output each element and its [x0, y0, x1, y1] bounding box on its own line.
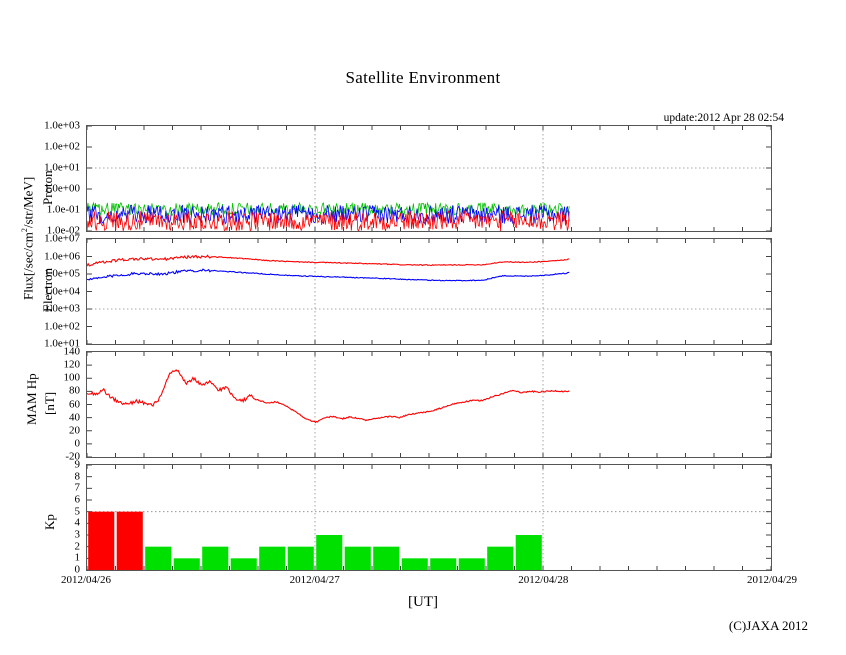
proton-flux-chart: [87, 126, 771, 231]
mam-hp-axis-caption: MAM Hp: [24, 373, 39, 425]
proton-y-tick: 1.0e+01: [44, 161, 80, 174]
x-axis-tick-labels: 2012/04/26 2012/04/27 2012/04/28 2012/04/29: [0, 574, 846, 590]
kp-y-tick: 3: [74, 528, 81, 541]
electron-y-tick: 1.0e+06: [44, 250, 80, 262]
proton-y-tick: 1.0e-01: [46, 203, 80, 216]
mam-y-tick: 0: [74, 437, 81, 450]
kp-bar: [173, 558, 200, 570]
flux-axis-caption: Flux[/sec/cm2/str/MeV]: [20, 176, 36, 300]
kp-index-chart: [87, 465, 771, 570]
proton-axis-caption: Proton: [40, 170, 55, 205]
electron-y-tick: 1.0e+05: [44, 267, 80, 280]
x-axis-tick: 2012/04/29: [746, 574, 798, 586]
kp-y-tick: 7: [74, 481, 81, 494]
kp-bar: [116, 511, 143, 570]
electron-y-tick: 1.0e+07: [44, 232, 80, 245]
kp-bar: [515, 535, 542, 570]
kp-y-tick: 8: [74, 470, 81, 483]
mam-hp-chart: [87, 352, 771, 457]
kp-y-tick: 5: [74, 505, 81, 518]
mam-y-tick: 140: [63, 345, 81, 358]
copyright-notice: (C)JAXA 2012: [728, 618, 808, 633]
x-axis-tick: 2012/04/28: [518, 574, 569, 586]
electron-flux-panel: [86, 238, 772, 345]
electron-y-tick: 1.0e+03: [44, 302, 80, 315]
x-axis-tick: 2012/04/27: [289, 574, 340, 586]
series-electron-red: [87, 254, 570, 267]
kp-bar: [316, 535, 343, 570]
x-axis-tick: 2012/04/26: [60, 574, 112, 586]
kp-y-tick: 0: [74, 563, 81, 576]
mam-y-tick: 80: [69, 384, 80, 397]
kp-index-panel: [86, 464, 772, 571]
mam-hp-y-axis-labels: 140 120 100 80 60 40 20 0 -20: [4, 346, 81, 462]
mam-y-tick: -20: [65, 450, 80, 463]
kp-y-tick: 9: [74, 458, 81, 471]
electron-y-axis-labels: 1.0e+07 1.0e+06 1.0e+05 1.0e+04 1.0e+03 1.0e+…: [4, 233, 80, 349]
kp-bar: [202, 546, 229, 570]
proton-y-tick: 1.0e-02: [46, 224, 80, 237]
electron-y-tick: 1.0e+04: [44, 285, 80, 297]
mam-y-tick: 20: [69, 424, 80, 437]
series-proton-red: [87, 210, 570, 231]
mam-hp-panel: [86, 351, 772, 458]
mam-y-tick: 40: [69, 411, 80, 424]
mam-y-tick: 120: [63, 358, 81, 371]
electron-y-tick: 1.0e+02: [44, 320, 80, 332]
series-mam-hp: [87, 369, 570, 424]
mam-y-tick: 60: [69, 398, 80, 410]
proton-y-tick: 1.0e+00: [44, 182, 80, 195]
proton-y-axis-labels: 1.0e+03 1.0e+02 1.0e+01 1.0e+00 1.0e-01 1.0e-…: [4, 120, 80, 236]
update-timestamp: update:2012 Apr 28 02:54: [663, 112, 784, 124]
mam-y-tick: 100: [63, 371, 81, 384]
kp-y-tick: 2: [74, 540, 81, 553]
x-axis-caption: [UT]: [408, 594, 438, 610]
kp-bar: [401, 558, 428, 570]
page-title: Satellite Environment: [345, 68, 501, 87]
proton-y-tick: 1.0e+03: [44, 119, 80, 132]
proton-flux-panel: [86, 125, 772, 232]
kp-bar: [230, 558, 257, 570]
kp-y-tick: 1: [74, 551, 81, 564]
mam-hp-unit-caption: [nT]: [42, 391, 57, 415]
kp-bar: [458, 558, 485, 570]
kp-bar: [145, 546, 172, 570]
proton-y-tick: 1.0e+02: [44, 140, 80, 153]
kp-axis-caption: Kp: [42, 514, 57, 530]
electron-flux-chart: [87, 239, 771, 344]
kp-bar: [373, 546, 400, 570]
kp-y-tick: 4: [74, 516, 81, 529]
electron-y-tick: 1.0e+01: [44, 337, 80, 350]
series-electron-blue: [87, 268, 570, 282]
kp-bar: [259, 546, 286, 570]
kp-bar: [487, 546, 514, 570]
kp-bar: [287, 546, 314, 570]
kp-bar: [344, 546, 371, 570]
kp-y-tick: 6: [74, 493, 81, 506]
electron-axis-caption: Electron: [40, 267, 55, 312]
kp-bar: [88, 511, 115, 570]
kp-bar: [430, 558, 457, 570]
